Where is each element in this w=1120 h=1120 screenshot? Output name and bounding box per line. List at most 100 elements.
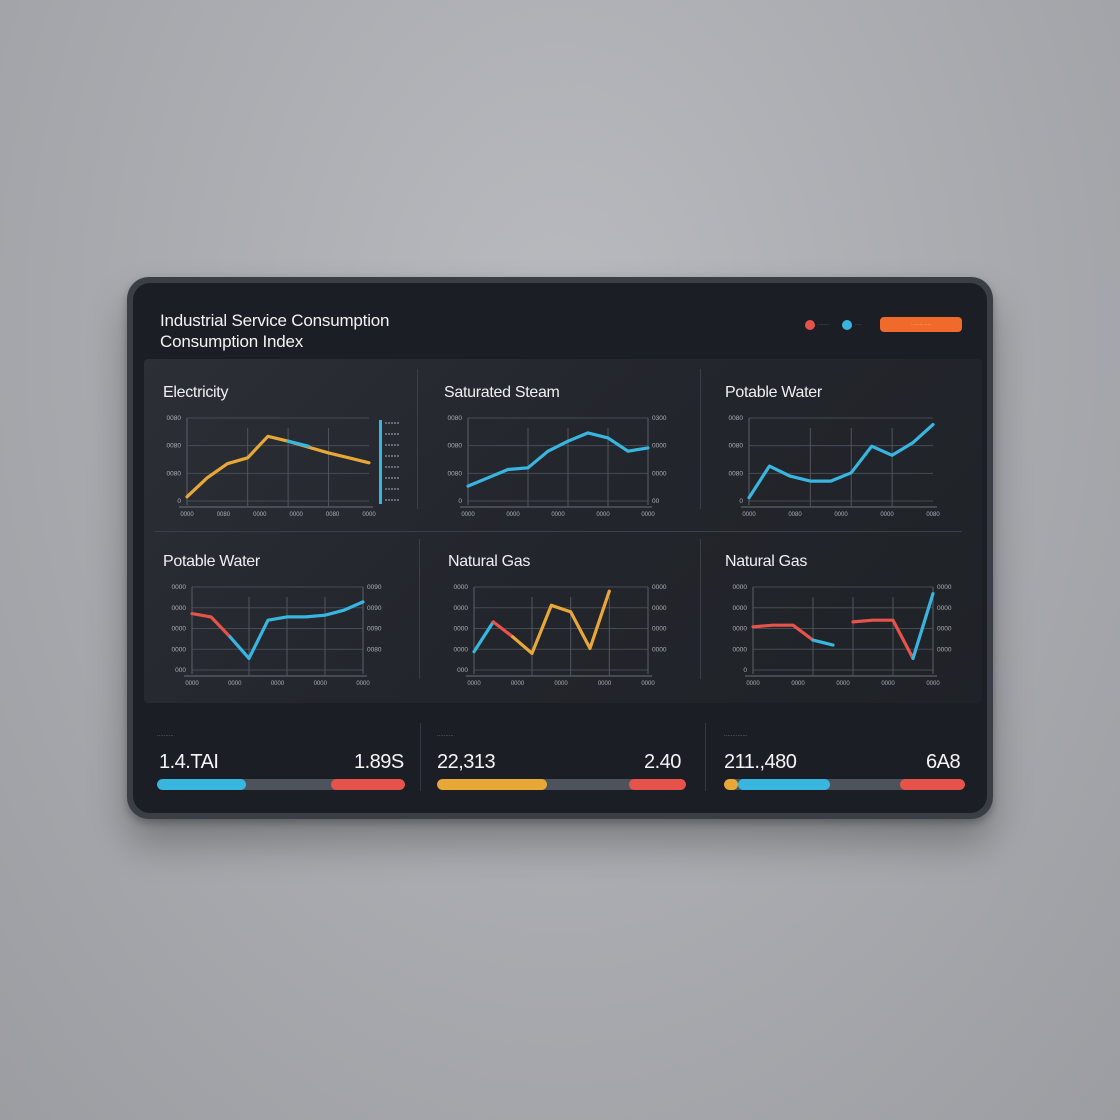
y-tick-label: 0080	[167, 443, 182, 450]
chart-title: Potable Water	[163, 553, 261, 570]
chart-title: Natural Gas	[448, 553, 530, 570]
page-title-line-1: Industrial Service Consumption	[160, 311, 390, 330]
y-tick-label: 0080	[729, 470, 744, 477]
stat-value-left: 22,313	[437, 751, 496, 773]
y-tick-label: 0000	[733, 605, 748, 612]
x-tick-label: 0000	[511, 681, 525, 687]
chart-series-line	[851, 618, 915, 660]
y-tick-label-right: 0000	[652, 646, 667, 653]
dashboard-screen: Industrial Service Consumption Consumpti…	[133, 283, 987, 813]
x-tick-label: 0000	[554, 681, 568, 687]
stat-value-left: 1.4.TAI	[159, 751, 219, 773]
y-tick-label-right: 0000	[652, 470, 667, 477]
chart-series-line	[747, 423, 935, 500]
x-tick-label: 0000	[362, 512, 376, 518]
legend-label-red: ········	[818, 322, 829, 327]
y-tick-label: 000	[457, 667, 468, 674]
chart-title: Electricity	[163, 384, 228, 401]
x-tick-label: 0000	[180, 512, 194, 518]
y-tick-label-right: 0000	[652, 626, 667, 633]
y-tick-label: 0080	[448, 470, 463, 477]
x-tick-label: 0000	[228, 681, 242, 687]
stat-bar-segment	[157, 779, 247, 790]
x-tick-label: 0000	[834, 512, 848, 518]
y-tick-label: 0000	[172, 646, 187, 653]
y-tick-label: 0080	[729, 415, 744, 422]
x-tick-label: 0080	[788, 512, 802, 518]
header-action-button[interactable]: · ········ ·····	[880, 317, 962, 332]
chart-series-line	[286, 439, 310, 448]
stat-value-right: 6A8	[926, 751, 961, 773]
x-tick-label: 0000	[314, 681, 328, 687]
y-tick-label-right: 00	[652, 498, 660, 505]
y-tick-label: 0080	[167, 470, 182, 477]
chart-series-line	[511, 589, 611, 655]
y-tick-label: 0080	[729, 443, 744, 450]
panel-divider	[419, 539, 420, 679]
tablet-frame: Industrial Service Consumption Consumpti…	[127, 277, 993, 819]
y-tick-label: 0080	[448, 443, 463, 450]
chart-series-line	[472, 620, 495, 654]
y-tick-label-right: 0000	[652, 605, 667, 612]
panel-divider	[700, 369, 701, 509]
chart-title: Potable Water	[725, 384, 823, 401]
x-tick-label: 0000	[356, 681, 370, 687]
x-tick-label: 0000	[880, 512, 894, 518]
x-tick-label: 0080	[217, 512, 231, 518]
y-tick-label: 0	[177, 498, 181, 505]
y-tick-label: 0000	[454, 605, 469, 612]
y-tick-label-right: 0000	[652, 584, 667, 591]
page-title-line-2: Consumption Index	[160, 332, 304, 351]
stat-bar-segment	[724, 779, 739, 790]
panel-divider	[700, 539, 701, 679]
stat-bar	[724, 779, 965, 790]
x-tick-label: 0000	[271, 681, 285, 687]
panel-divider	[154, 531, 962, 532]
stat-value-right: 2.40	[644, 751, 681, 773]
x-tick-label: 0000	[641, 681, 655, 687]
stat-divider	[705, 723, 706, 791]
legend-dot-cyan	[842, 320, 852, 330]
chart-series-line	[911, 592, 935, 660]
y-tick-label: 000	[175, 667, 186, 674]
x-tick-label: 0000	[290, 512, 304, 518]
chart-title: Saturated Steam	[444, 384, 560, 401]
x-tick-label: 0000	[253, 512, 267, 518]
x-tick-label: 0080	[926, 512, 940, 518]
panel-divider	[417, 369, 418, 509]
stat-bar	[157, 779, 405, 790]
chart-series-line	[811, 638, 835, 647]
stat-bar-segment	[246, 779, 331, 790]
y-tick-label: 0000	[733, 646, 748, 653]
x-tick-label: 0000	[185, 681, 199, 687]
y-tick-label-right: 0300	[652, 415, 667, 422]
x-tick-label: 0000	[596, 512, 610, 518]
color-scale-bar	[379, 420, 382, 504]
stat-bar-segment	[330, 779, 405, 790]
chart-series-line	[190, 612, 232, 639]
y-tick-label-right: 0080	[367, 646, 382, 653]
stat-caption: ··········	[437, 733, 454, 739]
x-tick-label: 0000	[926, 681, 940, 687]
stat-bar-segment	[628, 779, 686, 790]
stat-bar-segment	[437, 779, 547, 790]
y-tick-label-right: 0000	[937, 626, 952, 633]
y-tick-label: 0000	[172, 584, 187, 591]
stat-bar-segment	[738, 779, 831, 790]
stat-caption: ··········	[157, 733, 174, 739]
stat-bar	[437, 779, 686, 790]
stat-bar-segment	[830, 779, 900, 790]
y-tick-label: 0000	[733, 584, 748, 591]
page-title: Industrial Service Consumption Consumpti…	[160, 310, 389, 352]
x-tick-label: 0000	[506, 512, 520, 518]
y-tick-label-right: 0000	[937, 584, 952, 591]
legend-label-cyan: ·····	[855, 322, 862, 327]
y-tick-label-right: 0090	[367, 605, 382, 612]
y-tick-label: 0080	[448, 415, 463, 422]
x-tick-label: 0000	[461, 512, 475, 518]
x-tick-label: 0080	[326, 512, 340, 518]
stat-bar-segment	[546, 779, 629, 790]
x-tick-label: 0000	[641, 512, 655, 518]
chart-title: Natural Gas	[725, 553, 807, 570]
